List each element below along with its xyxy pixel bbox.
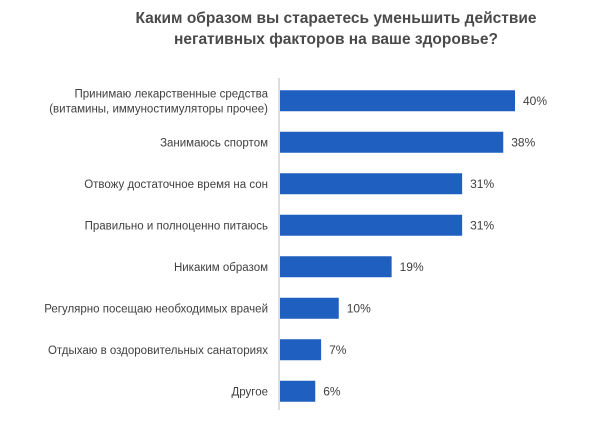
bar-value-label: 31% [470, 218, 494, 232]
chart-title-line-1: Каким образом вы стараетесь уменьшить де… [135, 10, 537, 27]
bar [280, 131, 504, 153]
bar-value-label: 6% [323, 384, 341, 398]
bar-value-label: 38% [511, 135, 535, 149]
category-label: Отвожу достаточное время на сон [84, 179, 268, 191]
category-label: Регулярно посещаю необходимых врачей [44, 303, 268, 315]
category-label: Никаким образом [174, 262, 268, 274]
category-label: Правильно и полноценно питаюсь [85, 220, 268, 232]
category-label: Отдыхаю в оздоровительных санаториях [48, 345, 268, 357]
category-label: Принимаю лекарственные средства [74, 88, 268, 100]
bar-value-label: 40% [523, 94, 547, 108]
category-label: Другое [231, 386, 268, 398]
bar-value-label: 10% [347, 301, 371, 315]
category-label: (витамины, иммуностимуляторы прочее) [49, 103, 268, 115]
bar [280, 90, 515, 112]
bar [280, 380, 316, 402]
bar-value-label: 31% [470, 177, 494, 191]
bar-value-label: 7% [329, 343, 347, 357]
category-label: Занимаюсь спортом [160, 137, 268, 149]
bar [280, 339, 322, 361]
chart-title: Каким образом вы стараетесь уменьшить де… [96, 8, 576, 50]
bar [280, 214, 463, 236]
bars-group: 40% Принимаю лекарственные средства (витам… [44, 88, 547, 402]
bar [280, 173, 463, 195]
chart-title-line-2: негативных факторов на ваше здоровье? [174, 31, 498, 48]
bar [280, 297, 339, 319]
bar [280, 256, 392, 278]
bar-value-label: 19% [400, 260, 424, 274]
